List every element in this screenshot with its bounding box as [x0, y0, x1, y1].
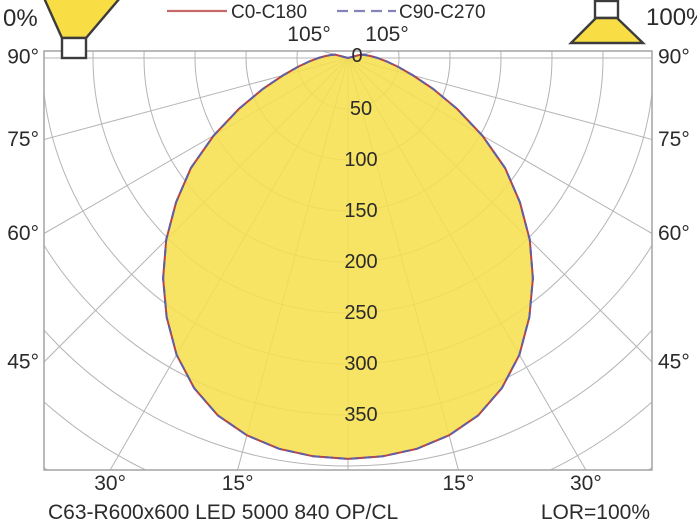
legend-label-c0-c180: C0-C180 [231, 2, 307, 23]
radial-tick-label: 300 [344, 353, 377, 375]
angle-label-right: 60° [658, 222, 690, 245]
uplight-indicator: 0% [3, 0, 120, 60]
radial-tick-label: 0 [351, 45, 362, 67]
uplight-beam-icon [43, 0, 120, 40]
angle-label-bottom: 15° [222, 472, 254, 495]
angle-label-left: 75° [7, 128, 39, 151]
intensity-fill [163, 54, 533, 459]
angle-label-bottom: 30° [570, 472, 602, 495]
legend-label-c90-c270: C90-C270 [399, 2, 486, 23]
angle-label-right: 90° [658, 46, 690, 69]
angle-label-top: 105° [365, 23, 408, 46]
plot-frame [43, 50, 653, 471]
radial-tick-labels: 0 50 100 150 200 250 300 350 [344, 45, 377, 426]
radial-tick-label: 250 [344, 302, 377, 324]
angle-label-top: 105° [287, 23, 330, 46]
grid-radial-line [44, 57, 349, 140]
downlight-percent-label: 100% [646, 4, 697, 31]
angle-label-right: 45° [658, 351, 690, 374]
angle-labels: 90° 90° 75° 75° 60° 60° 45° 45° 30° 15° 15° 30° 105°… [7, 23, 690, 495]
angle-label-left: 60° [7, 222, 39, 245]
angle-label-left: 45° [7, 351, 39, 374]
intensity-curves-layer [162, 53, 534, 460]
radial-tick-label: 350 [344, 404, 377, 426]
luminaire-code-label: C63-R600x600 LED 5000 840 OP/CL [48, 501, 398, 524]
radial-tick-label: 200 [344, 251, 377, 273]
uplight-percent-label: 0% [3, 5, 38, 32]
angle-label-bottom: 30° [94, 472, 126, 495]
angle-label-bottom: 15° [443, 472, 475, 495]
radial-tick-label: 100 [344, 149, 377, 171]
lor-label: LOR=100% [541, 501, 650, 524]
intensity-fill-layer [163, 54, 533, 459]
angle-label-right: 75° [658, 128, 690, 151]
downlight-luminaire-icon [593, 0, 620, 20]
radial-tick-label: 50 [350, 98, 372, 120]
grid-radial-line [347, 57, 652, 140]
downlight-beam-icon [568, 16, 646, 45]
footer: C63-R600x600 LED 5000 840 OP/CL LOR=100% [48, 501, 650, 524]
uplight-luminaire-icon [60, 36, 88, 60]
intensity-curve-c90-c270 [162, 53, 534, 460]
radial-tick-label: 150 [344, 200, 377, 222]
angle-label-left: 90° [7, 46, 39, 69]
legend: C0-C180 C90-C270 [167, 2, 486, 23]
downlight-indicator: 100% [568, 0, 697, 45]
